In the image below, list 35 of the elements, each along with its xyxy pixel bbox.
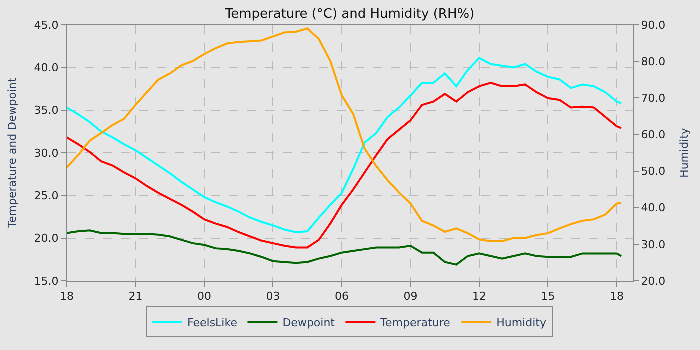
y-tick-label: 15.0 (34, 274, 59, 288)
y2-tick-label: 60.0 (641, 128, 666, 142)
x-tick-label: 21 (128, 290, 143, 304)
line-series (67, 230, 623, 266)
y-tick-label: 30.0 (34, 146, 59, 160)
legend-label: FeelsLike (188, 316, 238, 330)
legend-label: Dewpoint (282, 316, 336, 330)
y2-tick-label: 80.0 (641, 55, 666, 68)
x-tick-label: 09 (404, 290, 418, 304)
x-tick-label: 00 (197, 290, 212, 304)
y-tick-label: 40.0 (34, 62, 59, 75)
legend-label: Temperature (380, 316, 451, 330)
x-tick-label: 03 (266, 290, 280, 304)
y-tick-label: 25.0 (34, 190, 59, 203)
legend-label: Humidity (496, 316, 547, 330)
y2-tick-label: 50.0 (641, 165, 666, 178)
y-tick-label: 45.0 (34, 18, 59, 32)
line-series (67, 82, 623, 249)
y2-tick-label: 40.0 (641, 202, 666, 215)
y2-tick-label: 30.0 (641, 238, 666, 252)
y2-tick-label: 70.0 (641, 92, 666, 105)
x-tick-label: 18 (60, 290, 74, 304)
y-tick-label: 35.0 (34, 104, 59, 118)
chart-title: Temperature (°C) and Humidity (RH%) (224, 6, 475, 22)
line-series (67, 57, 623, 234)
x-tick-label: 06 (334, 290, 349, 304)
x-tick-label: 15 (541, 290, 556, 304)
x-tick-label: 18 (610, 290, 624, 304)
y-axis-title: Temperature and Dewpoint (6, 77, 19, 229)
y2-tick-label: 90.0 (641, 18, 666, 32)
y2-tick-label: 20.0 (641, 274, 666, 288)
y2-axis-title: Humidity (678, 128, 691, 178)
x-tick-label: 12 (472, 290, 486, 304)
y-tick-label: 20.0 (34, 232, 59, 246)
line-series (67, 28, 623, 242)
